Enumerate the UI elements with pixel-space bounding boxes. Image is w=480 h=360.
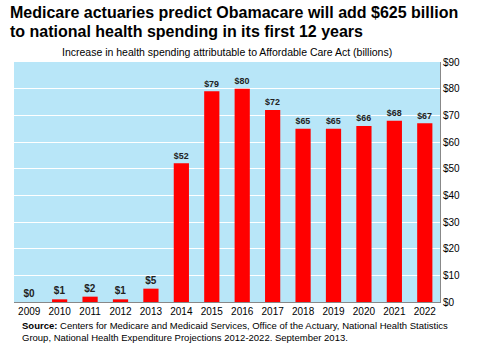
svg-text:2016: 2016: [231, 306, 254, 317]
svg-text:$20: $20: [443, 243, 460, 254]
svg-text:2019: 2019: [322, 306, 345, 317]
svg-text:2022: 2022: [414, 306, 437, 317]
svg-text:2015: 2015: [201, 306, 224, 317]
svg-text:$90: $90: [443, 57, 460, 68]
svg-text:$79: $79: [204, 79, 219, 89]
svg-text:$40: $40: [443, 190, 460, 201]
html-text:Medicare actuaries predict Oba: Medicare actuaries predict Obamacare wil…: [10, 4, 459, 40]
svg-text:$60: $60: [443, 137, 460, 148]
svg-text:2013: 2013: [140, 306, 163, 317]
svg-text:2010: 2010: [49, 306, 72, 317]
svg-text:$5: $5: [145, 275, 157, 286]
svg-text:$68: $68: [387, 108, 402, 118]
svg-text:$67: $67: [417, 111, 432, 121]
svg-text:2011: 2011: [79, 306, 101, 317]
svg-text:2020: 2020: [353, 306, 376, 317]
svg-text:2021: 2021: [383, 306, 406, 317]
svg-text:$72: $72: [265, 97, 280, 107]
svg-text:Increase in health spending at: Increase in health spending attributable…: [62, 46, 392, 58]
svg-text:$50: $50: [443, 163, 460, 174]
svg-text:$65: $65: [326, 116, 341, 126]
svg-text:2017: 2017: [262, 306, 285, 317]
svg-text:$80: $80: [235, 76, 250, 86]
svg-text:$10: $10: [443, 270, 460, 281]
svg-text:$1: $1: [115, 285, 127, 296]
svg-text:$65: $65: [295, 116, 310, 126]
svg-text:$70: $70: [443, 110, 460, 121]
html-text:Source: Centers for Medicare a: Source: Centers for Medicare and Medicai…: [22, 320, 448, 343]
svg-text:$80: $80: [443, 83, 460, 94]
svg-text:$30: $30: [443, 217, 460, 228]
svg-text:2014: 2014: [170, 306, 193, 317]
svg-text:2012: 2012: [109, 306, 132, 317]
svg-text:$1: $1: [54, 285, 66, 296]
svg-text:$0: $0: [443, 297, 455, 308]
svg-text:$52: $52: [174, 151, 189, 161]
svg-text:2009: 2009: [18, 306, 41, 317]
svg-text:$66: $66: [356, 113, 371, 123]
svg-text:2018: 2018: [292, 306, 315, 317]
svg-text:$2: $2: [84, 283, 96, 294]
svg-text:$0: $0: [23, 288, 35, 299]
